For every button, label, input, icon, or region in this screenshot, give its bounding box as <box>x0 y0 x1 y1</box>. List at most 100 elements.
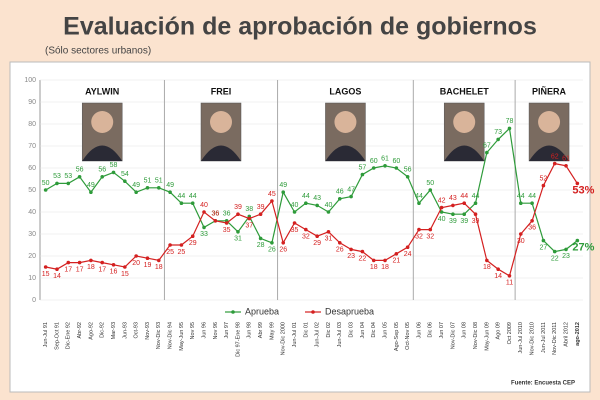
data-label: 40 <box>438 216 446 223</box>
point <box>485 258 489 263</box>
data-label: 16 <box>110 269 118 276</box>
point <box>190 234 195 238</box>
point <box>236 230 240 234</box>
x-tick-label: Dic-92 <box>100 322 106 338</box>
data-label: 49 <box>132 182 140 189</box>
x-tick-label: Ago 09 <box>496 322 502 339</box>
x-tick-label: May 99 <box>269 322 275 340</box>
x-tick-label: Dic 97-Ene 98 <box>235 322 241 357</box>
legend-label: Desaprueba <box>325 306 374 316</box>
point <box>224 221 229 225</box>
point <box>530 219 534 223</box>
data-label: 17 <box>64 266 72 273</box>
point <box>518 201 523 205</box>
data-label: 14 <box>494 273 502 280</box>
point <box>541 238 546 243</box>
point <box>462 212 467 216</box>
x-tick-label: May-Jun 09 <box>484 322 490 351</box>
point <box>247 216 252 221</box>
data-label: 27 <box>540 244 548 251</box>
point <box>270 241 274 245</box>
data-label: 18 <box>155 264 163 271</box>
point <box>496 137 500 142</box>
series-line <box>45 162 578 277</box>
data-label: 73 <box>494 129 502 136</box>
y-tick-label: 20 <box>28 253 36 260</box>
y-tick-label: 40 <box>28 209 36 216</box>
data-label: 23 <box>562 253 570 260</box>
point <box>77 175 82 179</box>
point <box>55 267 59 272</box>
data-label: 29 <box>313 240 321 247</box>
x-tick-label: Mar-93 <box>111 322 117 339</box>
data-label: 53 <box>64 173 72 180</box>
data-label: 50 <box>42 180 50 187</box>
x-tick-label: May-Jun 95 <box>179 322 185 351</box>
data-label: 47 <box>347 186 355 193</box>
x-tick-label: Jun-Jul 91 <box>43 322 49 347</box>
photo-suit <box>444 145 485 161</box>
photo-suit <box>529 145 570 161</box>
y-tick-label: 60 <box>28 165 36 172</box>
point <box>337 197 342 201</box>
point <box>202 210 206 214</box>
data-label: 51 <box>155 178 163 185</box>
point <box>575 181 580 186</box>
data-label: 39 <box>460 218 468 225</box>
point <box>258 212 263 216</box>
x-tick-label: Nov-93 <box>145 322 151 340</box>
data-label: 32 <box>426 233 434 240</box>
x-tick-label: Jun 08 <box>462 322 468 339</box>
point <box>304 227 308 232</box>
data-label: 23 <box>347 253 355 260</box>
data-label: 61 <box>562 156 570 163</box>
point <box>315 203 319 208</box>
photo-face <box>453 111 476 133</box>
data-label: 42 <box>438 197 446 204</box>
point <box>145 256 150 261</box>
point <box>134 254 138 258</box>
data-label: 58 <box>110 162 118 169</box>
point <box>281 190 286 194</box>
point <box>213 219 218 223</box>
data-label: 40 <box>325 202 333 209</box>
point <box>371 166 376 170</box>
x-tick-label: Jun-Jul 2011 <box>541 322 547 353</box>
point <box>43 265 48 269</box>
x-tick-label: ago-2012 <box>575 322 581 346</box>
point <box>552 249 557 254</box>
point <box>236 212 240 216</box>
data-label: 33 <box>200 231 208 238</box>
legend-label: Aprueba <box>245 306 279 316</box>
data-label: 24 <box>404 251 412 258</box>
x-tick-label: Nov-Dic 2010 <box>530 322 536 355</box>
data-label: 18 <box>87 264 95 271</box>
point <box>405 175 410 179</box>
point <box>507 126 512 131</box>
x-tick-label: Ago-92 <box>88 322 94 340</box>
x-tick-label: Dic-Ene 92 <box>66 322 72 349</box>
point <box>428 188 433 192</box>
data-label: 15 <box>42 271 50 278</box>
point <box>168 243 172 247</box>
point <box>451 203 455 208</box>
y-tick-label: 0 <box>32 297 36 304</box>
point <box>190 201 195 205</box>
point <box>541 183 546 188</box>
y-tick-label: 10 <box>28 275 36 282</box>
point <box>315 234 319 238</box>
y-tick-label: 90 <box>28 99 36 106</box>
photo-suit <box>82 145 123 161</box>
data-label: 37 <box>245 222 253 229</box>
point <box>292 210 297 214</box>
panel-name: AYLWIN <box>85 86 119 96</box>
point <box>100 175 105 179</box>
x-tick-label: Jun 98 <box>247 322 253 339</box>
data-label: 35 <box>223 227 231 234</box>
point <box>371 258 376 263</box>
point <box>66 260 71 265</box>
point <box>507 274 512 278</box>
point <box>485 150 489 155</box>
x-tick-label: Dic 01 <box>303 322 309 338</box>
